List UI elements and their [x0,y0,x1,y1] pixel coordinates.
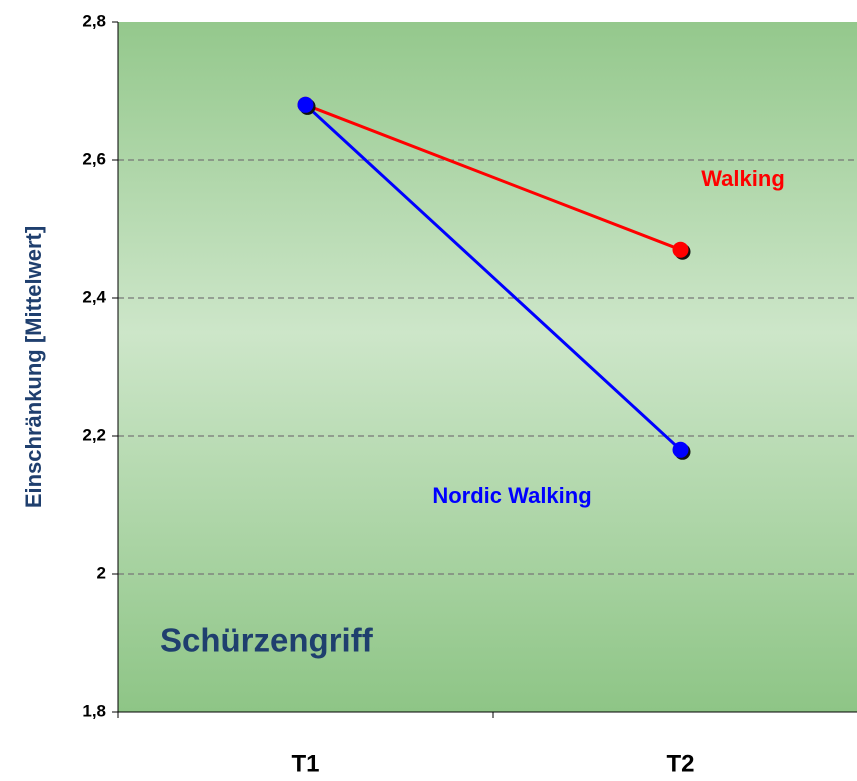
annotation: Schürzengriff [160,622,374,659]
y-tick-label: 2,6 [82,149,106,168]
x-tick-label: T1 [291,750,319,777]
y-tick-label: 2,2 [82,425,106,444]
y-tick-label: 2,8 [82,11,106,30]
series-label: Nordic Walking [432,483,591,508]
x-tick-label: T2 [666,750,694,777]
marker [672,241,689,258]
series-line [304,103,682,451]
series-label: Walking [701,166,785,191]
y-tick-label: 2 [97,563,106,582]
series-line [304,103,682,252]
marker [672,441,689,458]
y-tick-label: 2,4 [82,287,106,306]
marker [297,96,314,113]
plot-area [118,22,857,712]
y-tick-label: 1,8 [82,701,106,720]
y-axis-label: Einschränkung [Mittelwert] [21,226,46,508]
